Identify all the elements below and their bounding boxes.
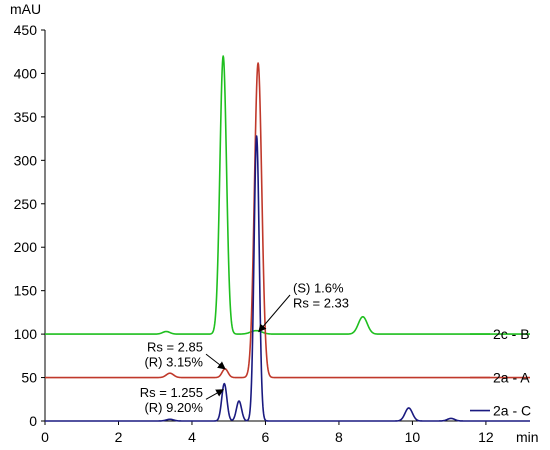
x-axis-title: min <box>516 429 539 445</box>
annotation-label: Rs = 2.33 <box>293 296 349 311</box>
annotation-label: (R) 3.15% <box>144 355 203 370</box>
annotation-arrow <box>205 353 226 370</box>
legend-label: 2a - C <box>493 403 531 419</box>
x-tick-label: 10 <box>405 429 421 445</box>
legend-label: 2c - B <box>493 326 530 342</box>
y-tick-label: 250 <box>14 196 38 212</box>
x-tick-label: 8 <box>335 429 343 445</box>
series-line <box>44 62 531 379</box>
annotation-label: Rs = 1.255 <box>140 385 203 400</box>
x-tick-label: 6 <box>262 429 270 445</box>
axes: 0 50 100 150 200 250 300 350 400 450 0 2 4 6 8 10 12 mAU m… <box>10 1 539 445</box>
y-tick-label: 0 <box>29 413 37 429</box>
annotations: (S) 1.6%Rs = 2.33 Rs = 2.85(R) 3.15% Rs = … <box>140 281 349 415</box>
y-tick-label: 400 <box>14 65 38 81</box>
x-tick-label: 4 <box>188 429 196 445</box>
y-tick-label: 450 <box>14 22 38 38</box>
legend-label: 2a - A <box>493 370 530 386</box>
y-tick-label: 150 <box>14 283 38 299</box>
x-tick-label: 2 <box>115 429 123 445</box>
x-tick-label: 12 <box>478 429 494 445</box>
y-tick-label: 50 <box>21 370 37 386</box>
traces <box>44 55 531 422</box>
y-axis-title: mAU <box>10 1 41 17</box>
annotation-label: (S) 1.6% <box>293 281 344 296</box>
x-tick-label: 0 <box>41 429 49 445</box>
y-tick-label: 100 <box>14 326 38 342</box>
legend: 2c - B 2a - A 2a - C <box>470 326 531 419</box>
annotation-arrow <box>205 389 225 400</box>
y-tick-label: 350 <box>14 109 38 125</box>
annotation-label: Rs = 2.85 <box>147 340 203 355</box>
y-tick-label: 300 <box>14 152 38 168</box>
series-line <box>44 135 531 422</box>
y-tick-label: 200 <box>14 239 38 255</box>
series-line <box>44 55 531 335</box>
annotation-arrow <box>258 294 291 333</box>
annotation-label: (R) 9.20% <box>144 400 203 415</box>
